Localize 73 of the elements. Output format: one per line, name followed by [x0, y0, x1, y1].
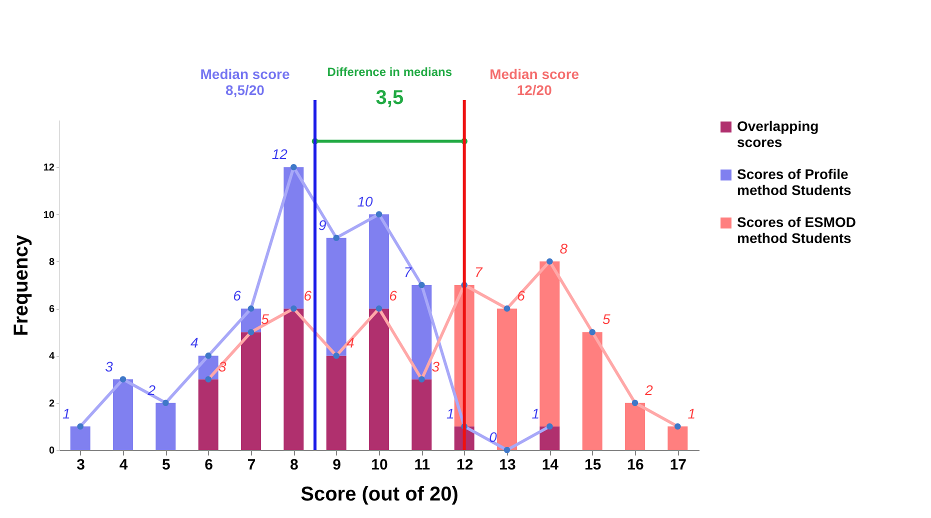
data-label: 7: [474, 264, 484, 280]
bar: [156, 402, 176, 450]
x-tick-label: 14: [542, 456, 560, 474]
bar: [198, 379, 218, 450]
ref-line-label: Median score 12/20: [490, 66, 580, 98]
data-label: 3: [218, 358, 226, 374]
data-label: 1: [532, 405, 540, 422]
y-tick-label: 0: [48, 446, 55, 456]
bar: [326, 356, 346, 450]
bar: [241, 332, 261, 450]
bar: [369, 214, 389, 309]
text: 3,5: [376, 87, 404, 109]
bar: [540, 426, 560, 450]
x-tick-label: 7: [247, 456, 256, 474]
data-label: 1: [62, 405, 70, 422]
x-axis-title: Score (out of 20): [300, 484, 458, 506]
bar: [284, 167, 304, 309]
data-label: 6: [517, 288, 526, 304]
x-tick-label: 9: [332, 456, 342, 474]
data-label: 9: [318, 216, 326, 233]
data-label: 0: [489, 429, 498, 445]
x-tick-label: 10: [371, 456, 388, 474]
x-tick-label: 16: [627, 456, 644, 474]
data-label: 2: [644, 382, 654, 398]
bar: [70, 426, 90, 450]
data-label: 5: [602, 311, 610, 328]
data-label: 3: [105, 358, 114, 374]
legend-label: Scores of Profile method Students: [737, 166, 852, 198]
legend-label: Overlapping scores: [737, 118, 819, 150]
data-label: 4: [346, 334, 354, 351]
data-label: 6: [304, 288, 312, 304]
y-tick-label: 6: [48, 304, 55, 316]
ref-line-label: Median score 8,5/20: [200, 66, 290, 98]
data-label: 8: [560, 240, 568, 256]
bar: [582, 332, 602, 450]
x-tick-label: 3: [76, 456, 86, 474]
data-label: 2: [146, 382, 156, 398]
bar: [540, 261, 560, 426]
x-tick-label: 4: [119, 456, 128, 474]
data-label: 6: [233, 288, 242, 304]
legend-label: Scores of ESMOD method Students: [737, 214, 856, 246]
data-label: 10: [357, 193, 373, 210]
bar: [369, 308, 389, 450]
data-label: 6: [389, 288, 398, 304]
y-tick-label: 2: [48, 398, 55, 410]
bar: [668, 426, 688, 450]
y-tick-label: 8: [48, 256, 55, 268]
x-tick-label: 17: [670, 456, 687, 474]
text: Difference in medians: [327, 65, 452, 79]
data-label: 1: [446, 405, 454, 422]
data-label: 3: [432, 358, 440, 374]
y-axis-title: Frequency: [10, 234, 32, 336]
bar: [113, 379, 133, 450]
bar: [412, 379, 432, 450]
data-label: 4: [190, 334, 198, 351]
data-label: 1: [688, 405, 696, 422]
x-tick-label: 15: [584, 456, 602, 474]
data-label: 12: [272, 146, 288, 162]
x-tick-label: 6: [204, 456, 214, 474]
bar: [326, 238, 346, 356]
x-tick-label: 12: [456, 456, 474, 474]
bar: [284, 308, 304, 450]
data-label: 7: [404, 264, 413, 280]
bar: [625, 402, 645, 450]
y-tick-label: 4: [48, 351, 55, 362]
data-label: 5: [261, 311, 270, 328]
x-tick-label: 8: [290, 456, 298, 474]
y-tick-label: 10: [43, 210, 55, 221]
bar: [497, 308, 517, 450]
y-tick-label: 12: [43, 162, 55, 174]
x-tick-label: 13: [499, 456, 516, 474]
x-tick-label: 5: [162, 456, 170, 474]
x-tick-label: 11: [414, 456, 430, 474]
